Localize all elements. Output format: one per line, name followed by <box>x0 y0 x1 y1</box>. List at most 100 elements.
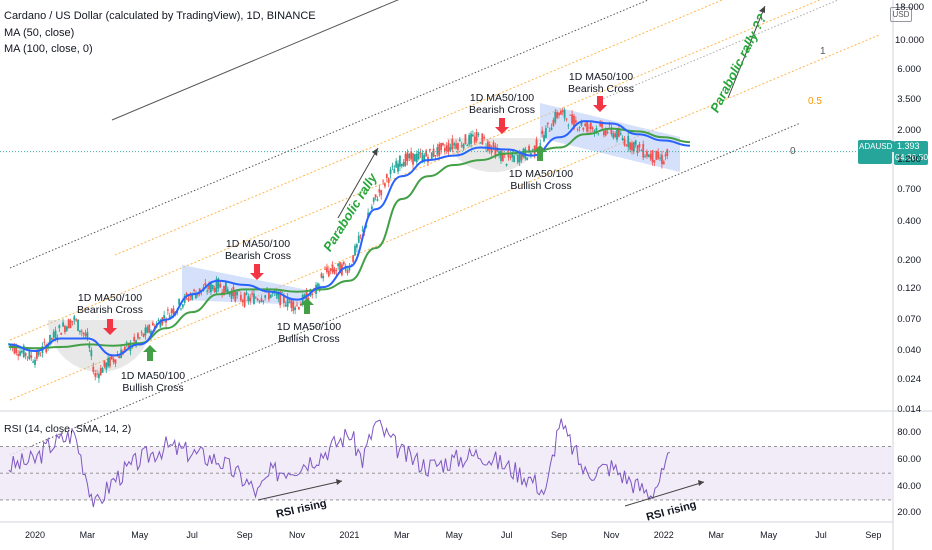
candle <box>284 304 287 307</box>
time-tick-label: Jul <box>186 530 198 540</box>
time-tick-label: Mar <box>708 530 724 540</box>
parabolic-arrow-1 <box>337 147 379 219</box>
candle <box>606 132 609 133</box>
candle <box>35 349 38 359</box>
candle <box>90 350 93 357</box>
rsi-legend[interactable]: RSI (14, close, SMA, 14, 2) <box>4 423 132 435</box>
candle <box>604 129 607 136</box>
candle <box>449 147 452 151</box>
candle <box>88 344 91 348</box>
candle <box>399 155 401 167</box>
time-tick-label: May <box>445 530 463 540</box>
candle <box>666 149 669 156</box>
ma100-legend[interactable]: MA (100, close, 0) <box>4 43 93 55</box>
candle <box>595 128 598 131</box>
candle <box>402 161 405 167</box>
candle <box>535 139 538 151</box>
candle <box>567 125 570 127</box>
candle <box>301 294 304 305</box>
time-tick-label: Sep <box>865 530 882 540</box>
candle <box>352 255 355 262</box>
price-box: 1.393 04:26:50 <box>894 141 928 165</box>
candle <box>24 352 27 356</box>
candle <box>533 145 536 155</box>
candle <box>387 178 390 183</box>
time-tick-label: Jul <box>500 530 513 540</box>
candle <box>256 298 259 301</box>
candle <box>419 152 422 154</box>
candle <box>279 291 282 306</box>
candle <box>395 160 398 168</box>
candle <box>631 142 633 151</box>
candle <box>22 345 25 358</box>
price-tick-label: 0.200 <box>897 254 921 266</box>
ma50-legend[interactable]: MA (50, close) <box>4 27 75 39</box>
candle <box>370 206 373 209</box>
candle <box>101 368 104 373</box>
candle <box>217 278 220 289</box>
annotation-bearish-cross-3: 1D MA50/100 Bearish Cross <box>469 92 535 116</box>
candle <box>112 358 115 363</box>
candle <box>49 334 51 345</box>
candle <box>348 265 351 271</box>
candle <box>361 229 364 231</box>
candle <box>185 293 188 297</box>
candle <box>64 325 66 333</box>
time-tick-label: May <box>131 530 149 540</box>
candle <box>436 147 439 155</box>
candle <box>84 333 87 336</box>
time-tick-label: 2020 <box>24 530 46 540</box>
candle <box>37 349 40 356</box>
candle <box>305 291 308 305</box>
candle <box>294 307 297 311</box>
candle <box>619 133 622 135</box>
ma100-line <box>8 127 691 350</box>
time-tick-label: Sep <box>236 530 253 540</box>
candle <box>445 145 448 151</box>
candle <box>118 355 121 359</box>
candle <box>584 123 587 126</box>
annotation-bearish-cross-2: 1D MA50/100 Bearish Cross <box>225 238 291 262</box>
candle <box>337 263 340 267</box>
channel-orange-top <box>114 0 724 256</box>
candle <box>359 234 362 236</box>
cup-shape-2 <box>447 138 540 173</box>
rsi-trend-arrow-head-2 <box>698 480 704 486</box>
candle <box>374 194 377 198</box>
candle <box>582 127 585 130</box>
channel-line-1 <box>9 0 650 269</box>
candle <box>500 150 502 162</box>
candle <box>181 304 184 308</box>
currency-scale-button[interactable]: USD <box>890 7 912 22</box>
candle <box>281 292 283 294</box>
rsi-trend-arrow-head-1 <box>336 479 342 485</box>
candle <box>464 134 467 145</box>
candle <box>472 134 474 137</box>
candle <box>428 149 431 151</box>
candle <box>311 293 314 295</box>
candle <box>612 133 615 138</box>
candle <box>32 361 35 363</box>
candle <box>541 130 544 135</box>
candle <box>438 144 441 157</box>
candle <box>657 151 660 159</box>
parabolic-arrow-head-1 <box>372 148 378 156</box>
bearish-arrow-3 <box>495 118 509 134</box>
candle <box>610 127 613 135</box>
time-tick-label: 2021 <box>339 530 360 540</box>
candle <box>243 293 246 307</box>
candle <box>133 336 136 342</box>
candle <box>389 169 392 175</box>
candle <box>96 373 98 375</box>
candle <box>376 199 379 201</box>
candle <box>511 152 514 158</box>
candle <box>223 285 225 295</box>
candle <box>451 139 454 149</box>
candle <box>146 326 149 333</box>
fib-label-top: 1 <box>820 46 826 57</box>
candle <box>258 301 261 303</box>
candle <box>505 163 508 166</box>
candle <box>292 301 295 311</box>
candle <box>546 122 549 125</box>
